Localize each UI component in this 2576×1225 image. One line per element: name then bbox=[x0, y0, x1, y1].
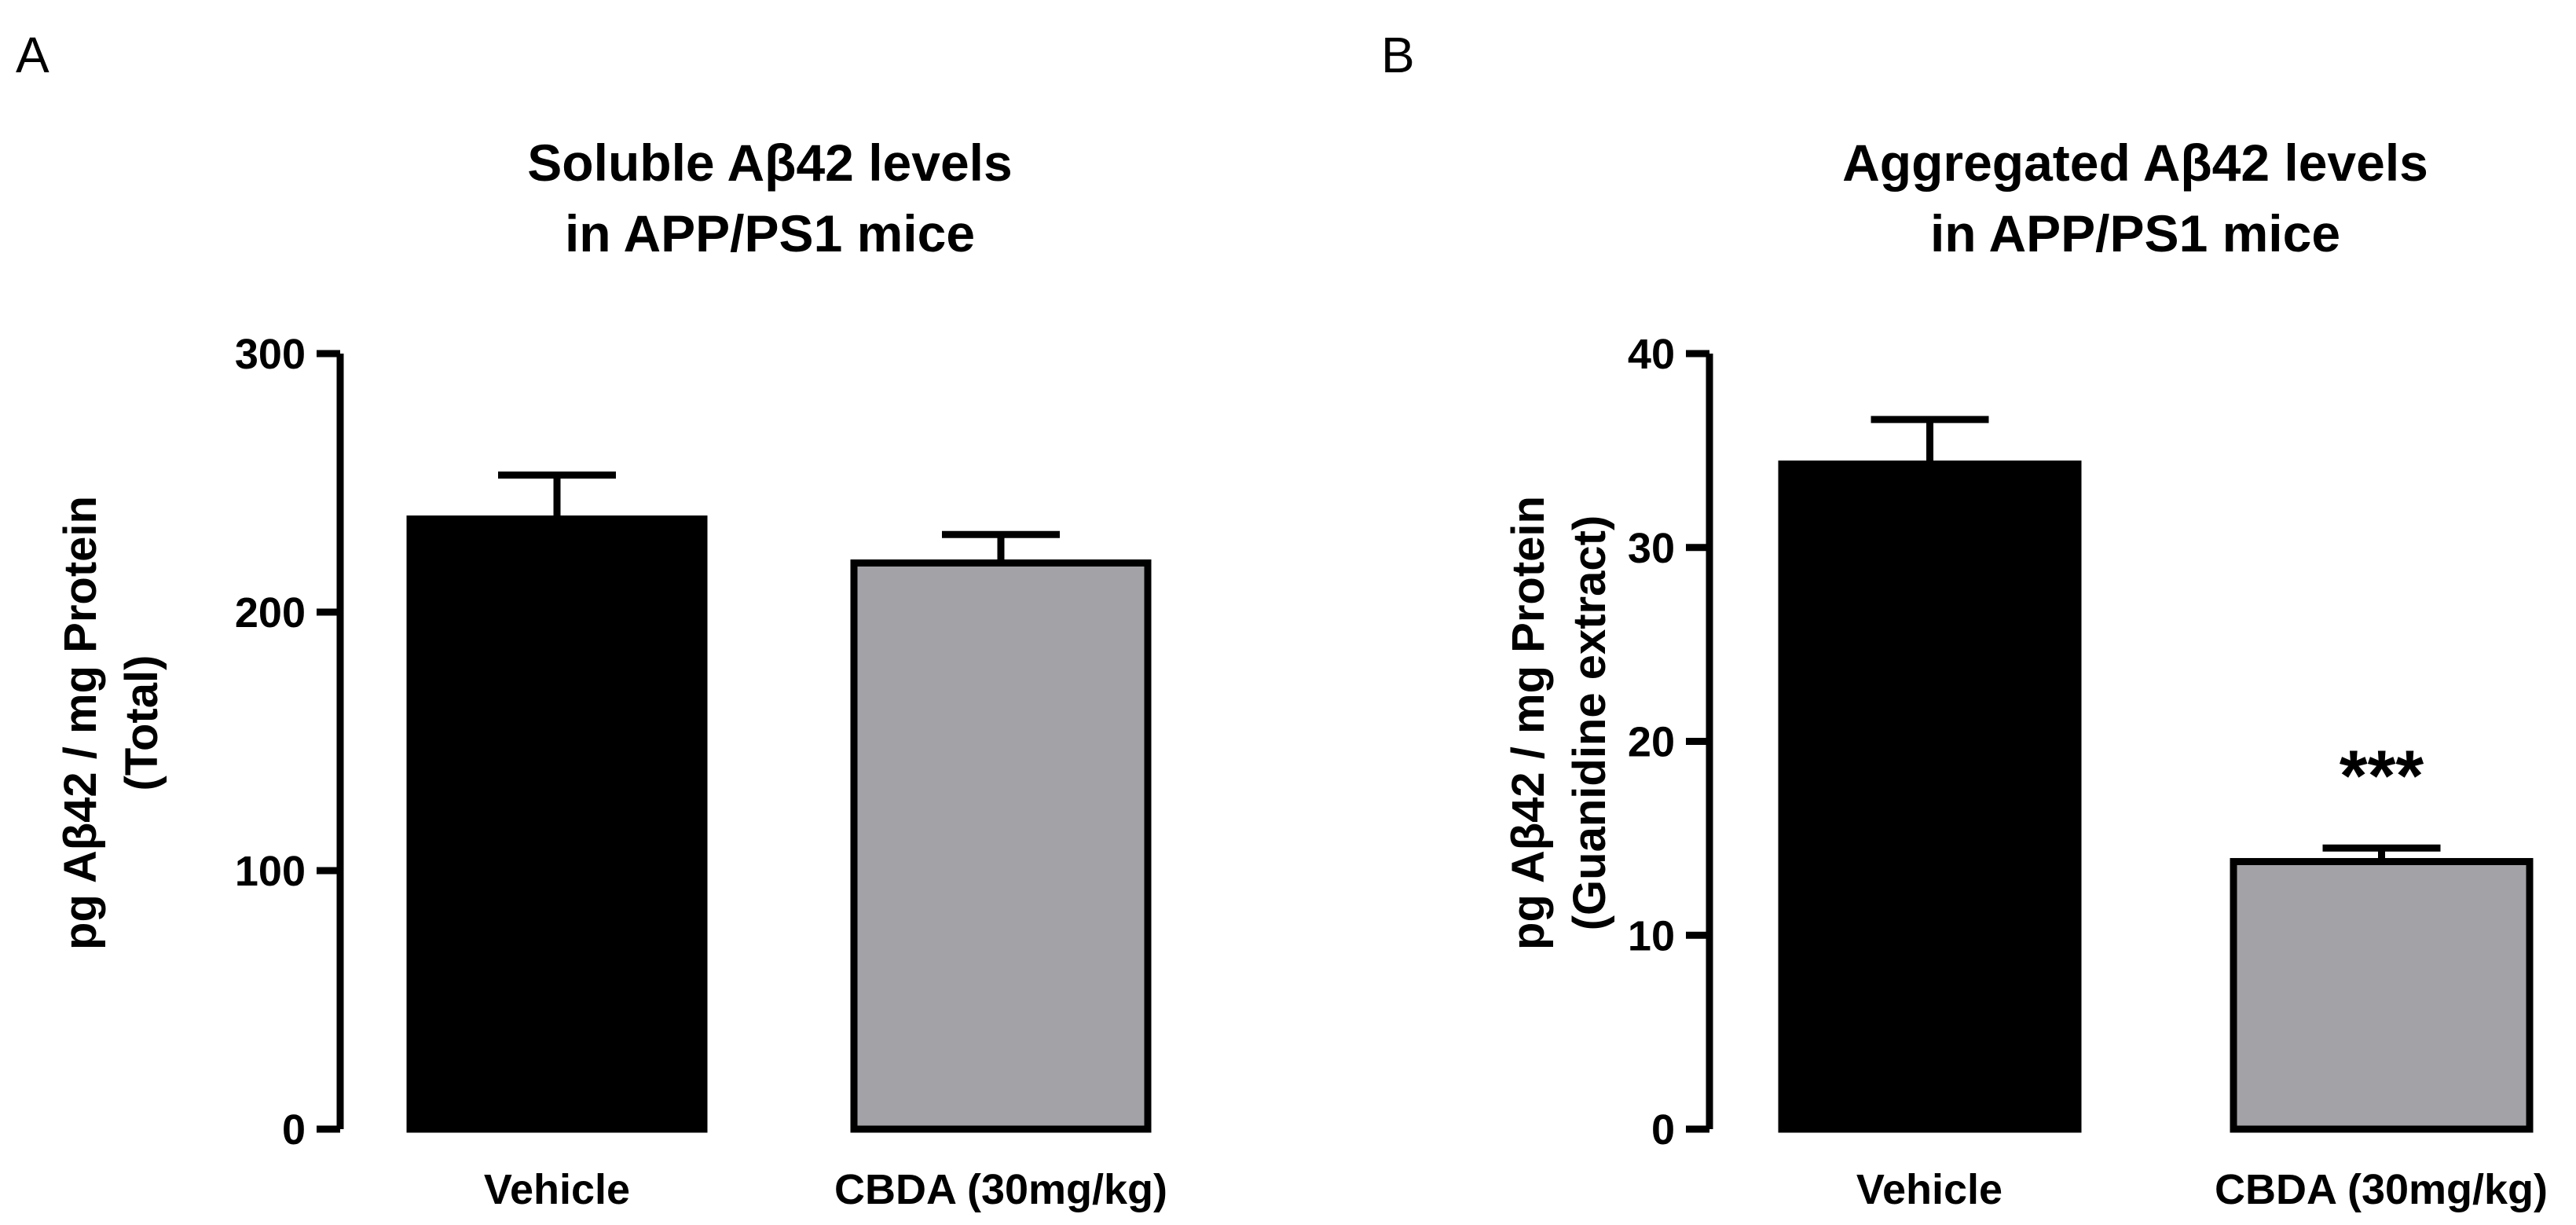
y-tick-label: 100 bbox=[235, 848, 306, 895]
chart-b-ylabel-line-2: (Guanidine extract) bbox=[1564, 515, 1615, 931]
y-tick-label: 200 bbox=[235, 589, 306, 636]
x-category-label: Vehicle bbox=[484, 1166, 630, 1213]
bar-vehicle bbox=[1778, 460, 2082, 1133]
chart-b-ylabel-line-1: pg Aβ42 / mg Protein bbox=[1503, 496, 1554, 950]
y-tick-label: 0 bbox=[1651, 1106, 1675, 1153]
y-tick-label: 10 bbox=[1628, 912, 1675, 959]
chart-a-title-line-2: in APP/PS1 mice bbox=[565, 204, 975, 262]
chart-a-plot-area: 0 100 200 300 Vehicle CBDA (30mg/kg) bbox=[235, 331, 1167, 1213]
bar-cbda bbox=[850, 559, 1152, 1133]
chart-b: B Aggregated Aβ42 levels in APP/PS1 mice… bbox=[1381, 27, 2548, 1213]
chart-b-title-line-1: Aggregated Aβ42 levels bbox=[1842, 134, 2428, 192]
x-category-label: CBDA (30mg/kg) bbox=[834, 1166, 1167, 1213]
panel-label-a: A bbox=[16, 27, 49, 83]
y-tick-label: 20 bbox=[1628, 719, 1675, 766]
significance-marker: *** bbox=[2340, 736, 2424, 816]
chart-b-plot-area: 0 10 20 30 40 Vehicle CBDA (30mg/kg) *** bbox=[1628, 331, 2548, 1213]
y-tick-label: 40 bbox=[1628, 331, 1675, 378]
panel-label-b: B bbox=[1381, 27, 1415, 83]
bar-vehicle bbox=[406, 515, 708, 1133]
y-tick-label: 0 bbox=[282, 1106, 306, 1153]
bar-cbda bbox=[2230, 857, 2534, 1133]
x-category-label: Vehicle bbox=[1856, 1166, 2003, 1213]
y-tick-label: 300 bbox=[235, 331, 306, 378]
chart-a: A Soluble Aβ42 levels in APP/PS1 mice pg… bbox=[16, 27, 1167, 1213]
chart-b-title-line-2: in APP/PS1 mice bbox=[1930, 204, 2340, 262]
y-tick-label: 30 bbox=[1628, 525, 1675, 572]
x-category-label: CBDA (30mg/kg) bbox=[2215, 1166, 2548, 1213]
chart-a-ylabel-line-1: pg Aβ42 / mg Protein bbox=[55, 496, 106, 950]
chart-a-ylabel-line-2: (Total) bbox=[116, 655, 167, 791]
chart-a-title-line-1: Soluble Aβ42 levels bbox=[527, 134, 1012, 192]
